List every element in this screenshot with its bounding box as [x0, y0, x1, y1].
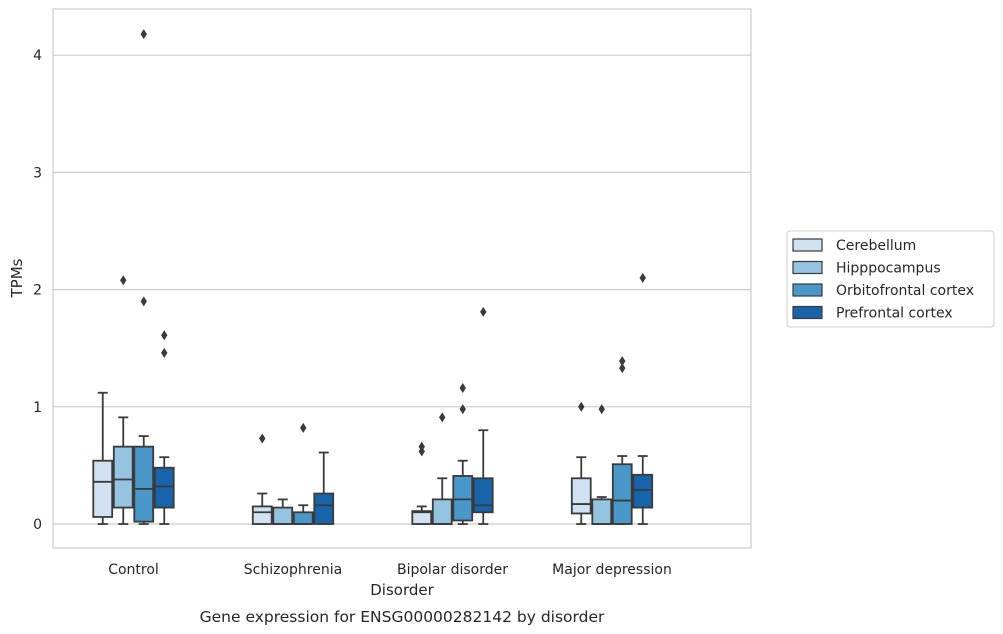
legend-label: Hipppocampus — [836, 261, 941, 277]
outlier-point — [140, 29, 147, 40]
x-tick-label: Major depression — [552, 562, 672, 578]
box-group — [431, 412, 453, 525]
outlier-point — [439, 412, 446, 423]
box-group — [570, 401, 592, 525]
outlier-point — [480, 306, 487, 317]
box-body — [112, 445, 134, 509]
outlier-point — [598, 404, 605, 415]
box-group — [251, 433, 273, 525]
box-group — [292, 422, 314, 525]
box-body — [313, 492, 335, 525]
outlier-point — [578, 401, 585, 412]
box-group — [153, 330, 175, 525]
x-tick-label: Bipolar disorder — [397, 562, 508, 578]
legend-frame — [786, 230, 995, 328]
box-body — [591, 498, 613, 525]
box-body — [133, 445, 155, 523]
x-axis-label: Disorder — [370, 581, 434, 599]
outlier-point — [120, 275, 127, 286]
y-axis-label: TPMs — [8, 258, 26, 298]
box-group — [611, 356, 633, 525]
box-body — [292, 511, 314, 525]
plot-area-frame — [52, 8, 752, 549]
box-body — [452, 475, 474, 522]
legend-label: Cerebellum — [836, 238, 916, 254]
box-group — [92, 391, 114, 525]
y-tick-label: 1 — [33, 400, 42, 416]
x-tick-label: Schizophrenia — [244, 562, 342, 578]
box-series — [92, 29, 654, 525]
box-body — [632, 473, 654, 509]
box-body — [611, 463, 633, 525]
legend-swatch — [792, 238, 823, 252]
y-axis-ticks: 0 1 2 3 4 — [33, 48, 42, 533]
box-group — [112, 275, 134, 525]
box-body — [411, 510, 433, 525]
outlier-point — [619, 356, 626, 367]
box-body — [92, 459, 114, 518]
box-group — [472, 306, 494, 525]
legend-swatch — [792, 305, 823, 320]
legend-label: Prefrontal cortex — [836, 306, 953, 322]
outlier-point — [459, 383, 466, 394]
box-body — [251, 505, 273, 525]
box-group — [272, 498, 294, 525]
chart-caption: Gene expression for ENSG00000282142 by d… — [200, 608, 605, 626]
legend-label: Orbitofrontal cortex — [836, 283, 974, 299]
outlier-point — [300, 422, 307, 433]
box-body — [431, 498, 453, 525]
outlier-point — [140, 296, 147, 307]
outlier-point — [161, 330, 168, 341]
outlier-point — [619, 363, 626, 374]
legend-swatch — [792, 283, 823, 297]
box-body — [153, 466, 175, 509]
box-group — [411, 441, 433, 525]
box-group — [133, 29, 155, 525]
legend-swatch — [792, 260, 823, 275]
box-body — [570, 477, 592, 515]
outlier-point — [459, 404, 466, 415]
legend: Cerebellum Hipppocampus Orbitofrontal cort… — [786, 230, 995, 328]
outlier-point — [639, 272, 646, 283]
box-group — [452, 383, 474, 525]
grid-lines — [53, 54, 751, 525]
box-group — [591, 404, 613, 525]
y-tick-label: 4 — [33, 48, 42, 64]
x-axis-ticks: Control Schizophrenia Bipolar disorder Majo… — [108, 562, 672, 578]
box-group — [632, 272, 654, 525]
y-tick-label: 2 — [33, 283, 42, 299]
y-tick-label: 0 — [33, 517, 42, 533]
outlier-point — [259, 433, 266, 444]
outlier-point — [418, 441, 425, 452]
box-body — [472, 477, 494, 514]
y-tick-label: 3 — [33, 165, 42, 181]
box-group — [313, 451, 335, 525]
x-tick-label: Control — [108, 562, 159, 578]
box-body — [272, 506, 294, 525]
outlier-point — [161, 347, 168, 358]
